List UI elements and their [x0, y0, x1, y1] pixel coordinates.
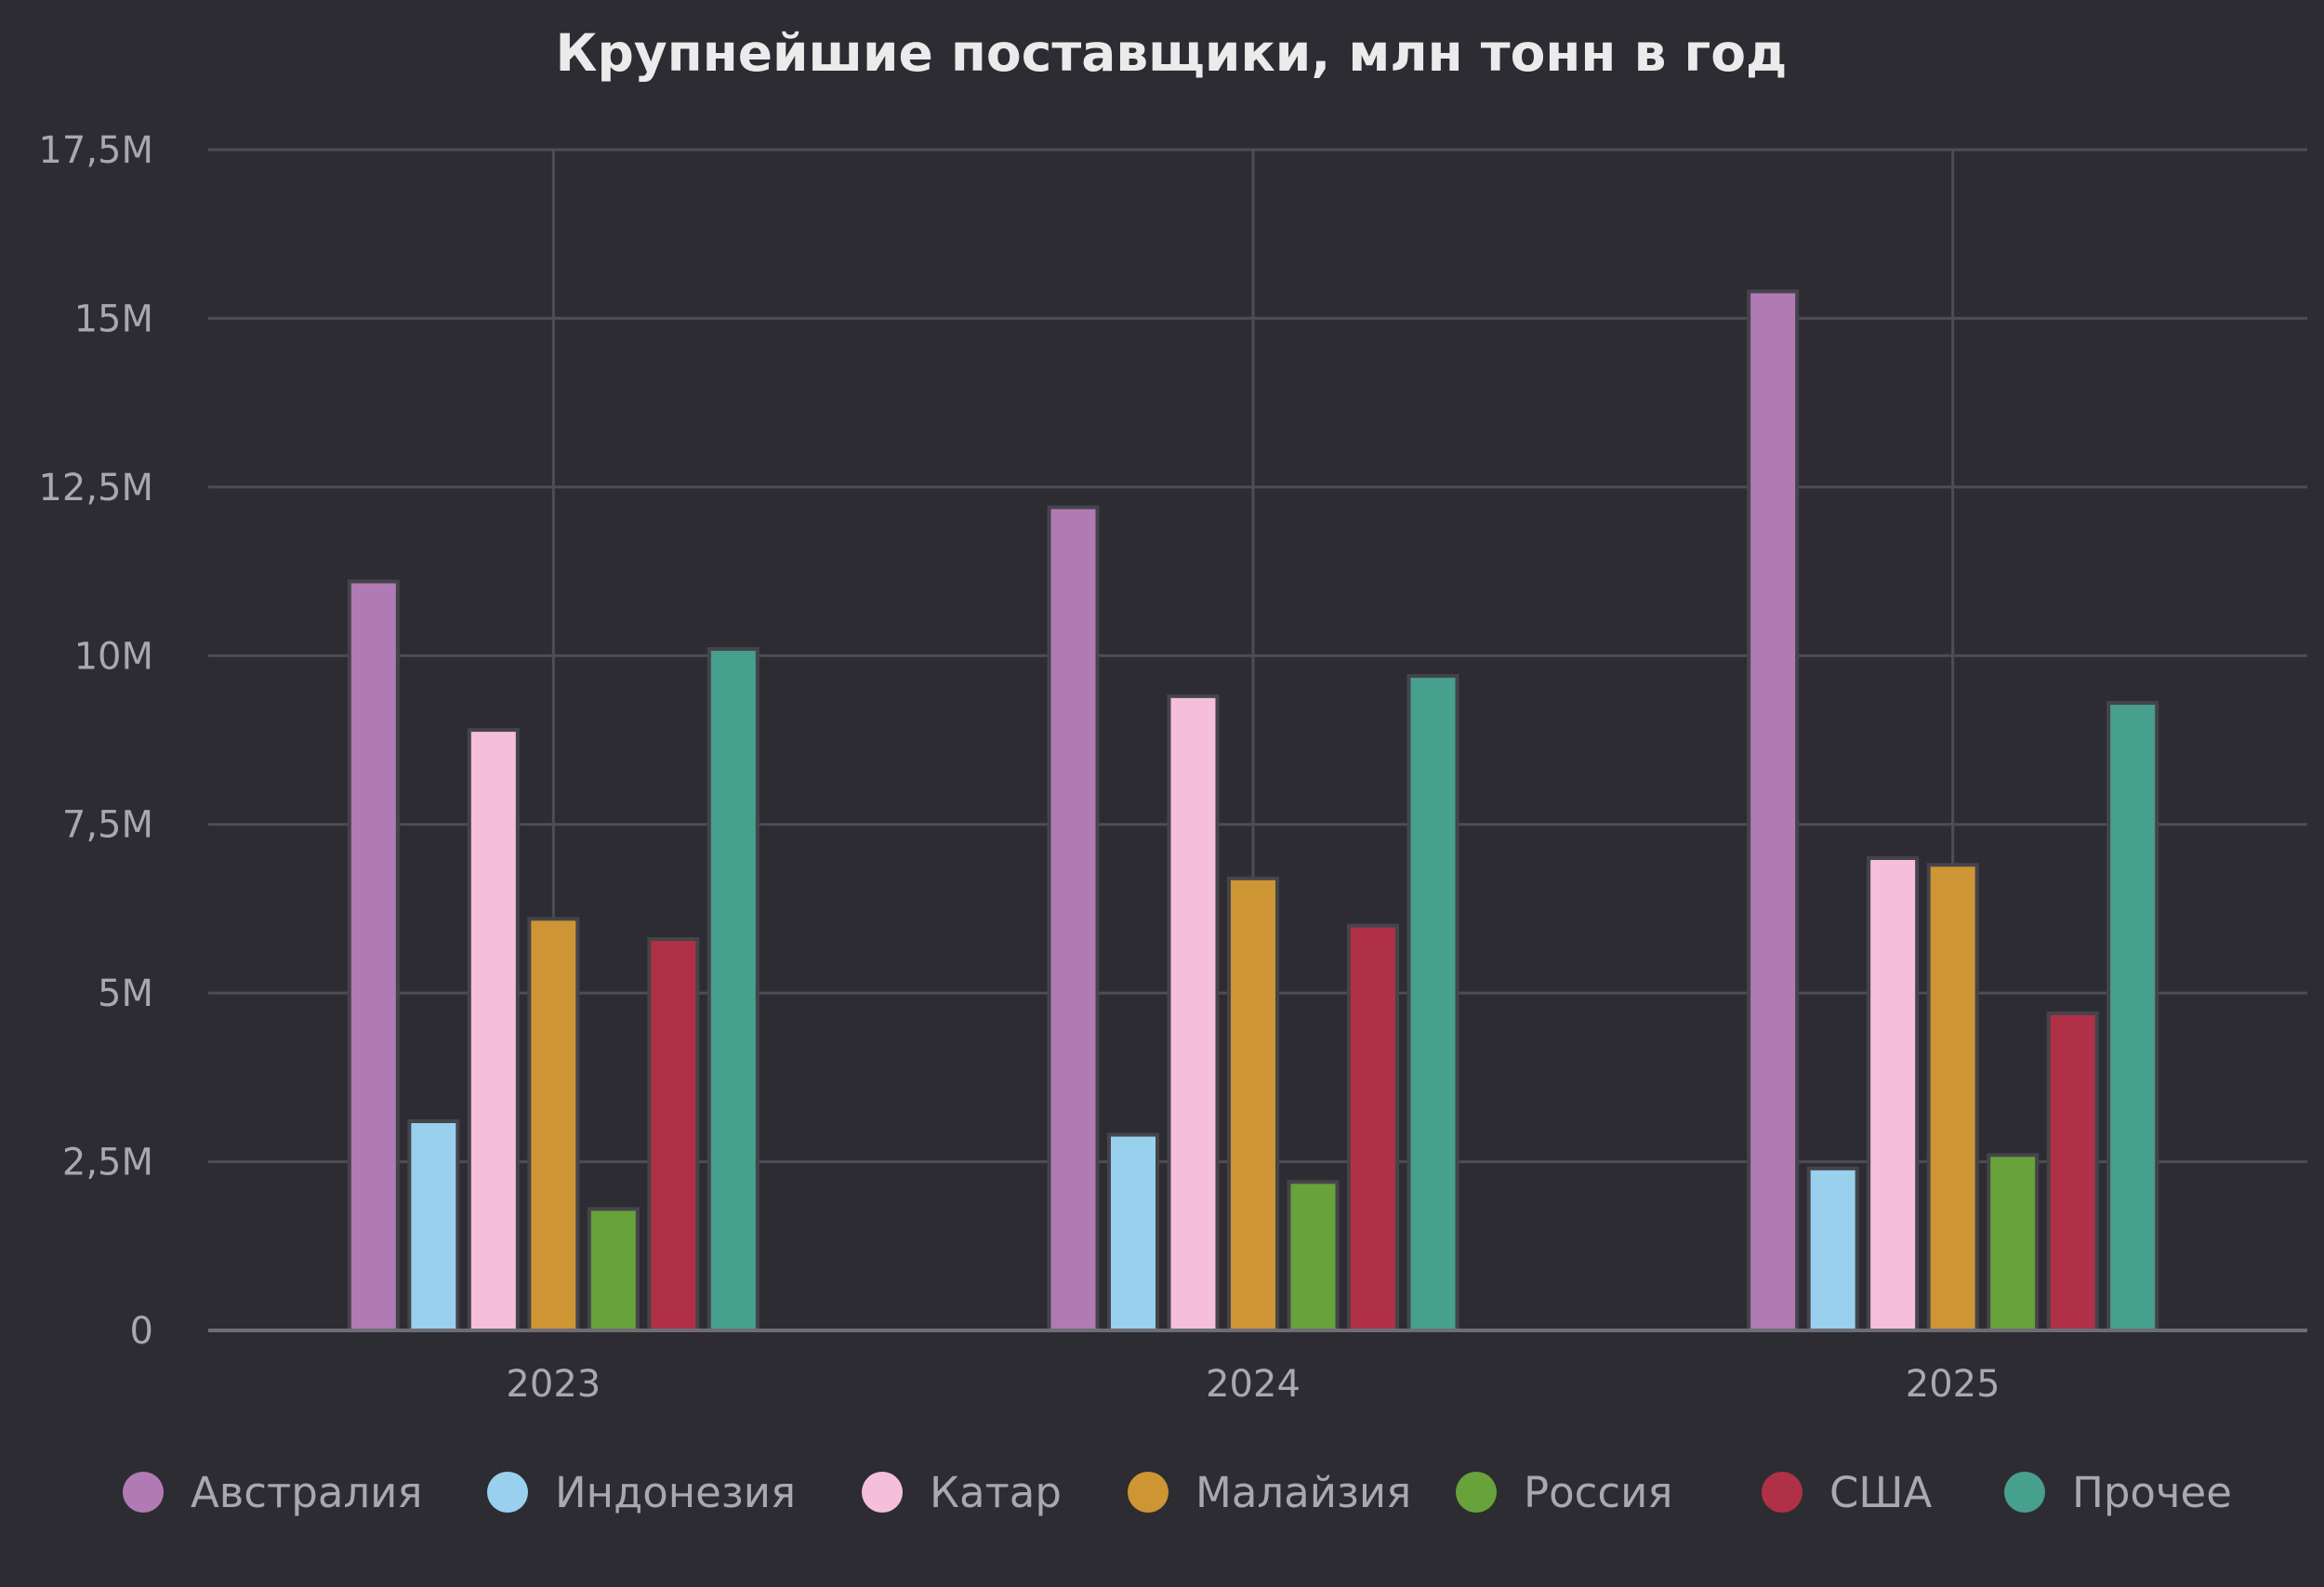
y-tick-label: 15M [74, 298, 153, 340]
y-tick-label: 10M [74, 635, 153, 678]
legend-label: США [1829, 1468, 1933, 1517]
bar-5-2025[interactable] [1987, 1153, 2040, 1333]
x-tick-label: 2025 [1906, 1363, 2000, 1406]
x-tick-label: 2023 [506, 1363, 601, 1406]
bar-7-2025[interactable] [2106, 701, 2159, 1332]
bar-6-2024[interactable] [1347, 923, 1399, 1332]
legend-item-6[interactable]: США [1762, 1468, 1933, 1517]
bar-7-2023[interactable] [706, 647, 759, 1332]
legend-label: Россия [1524, 1468, 1672, 1517]
legend-item-3[interactable]: Катар [862, 1468, 1062, 1517]
legend-label: Индонезия [555, 1468, 796, 1517]
y-tick-label: 12,5M [38, 467, 153, 509]
bar-5-2023[interactable] [587, 1207, 640, 1333]
bar-3-2024[interactable] [1167, 694, 1220, 1332]
bar-5-2024[interactable] [1287, 1180, 1340, 1333]
bar-2-2025[interactable] [1806, 1166, 1859, 1333]
legend-swatch [1762, 1472, 1802, 1513]
axes: 0 2,5M 5M 7,5M 10M 12,5M 15M 17,5M 2023 2024 2025 [38, 129, 2307, 1406]
legend-item-7[interactable]: Прочее [2004, 1468, 2232, 1517]
bar-2-2024[interactable] [1107, 1132, 1159, 1332]
bar-1-2025[interactable] [1747, 289, 1800, 1332]
bar-3-2023[interactable] [467, 728, 520, 1332]
legend-label: Прочее [2072, 1468, 2232, 1517]
bar-1-2024[interactable] [1047, 505, 1100, 1332]
legend: Австралия Индонезия Катар Малайзия Россия США… [123, 1468, 2232, 1517]
legend-label: Катар [930, 1468, 1062, 1517]
y-tick-label: 0 [130, 1310, 153, 1353]
y-tick-label: 17,5M [38, 129, 153, 172]
bar-3-2025[interactable] [1867, 856, 1920, 1332]
bar-7-2024[interactable] [1406, 674, 1459, 1332]
legend-swatch [487, 1472, 528, 1513]
x-tick-label: 2024 [1206, 1363, 1301, 1406]
legend-swatch [2004, 1472, 2045, 1513]
bar-1-2023[interactable] [347, 579, 400, 1332]
bar-6-2025[interactable] [2046, 1011, 2099, 1333]
y-tick-label: 5M [98, 972, 153, 1015]
legend-item-1[interactable]: Австралия [123, 1468, 422, 1517]
bar-4-2024[interactable] [1227, 876, 1279, 1332]
legend-item-4[interactable]: Малайзия [1128, 1468, 1411, 1517]
y-tick-label: 7,5M [62, 804, 153, 847]
legend-swatch [1128, 1472, 1169, 1513]
legend-label: Малайзия [1195, 1468, 1411, 1517]
legend-item-2[interactable]: Индонезия [487, 1468, 796, 1517]
legend-label: Австралия [191, 1468, 422, 1517]
bar-4-2023[interactable] [527, 917, 580, 1332]
legend-item-5[interactable]: Россия [1456, 1468, 1672, 1517]
chart-title: Крупнейшие поставщики, млн тонн в год [556, 23, 1788, 83]
legend-swatch [862, 1472, 903, 1513]
legend-swatch [123, 1472, 164, 1513]
y-tick-label: 2,5M [62, 1142, 153, 1184]
bar-2-2023[interactable] [407, 1119, 460, 1332]
bar-4-2025[interactable] [1926, 863, 1979, 1332]
bar-6-2023[interactable] [647, 937, 700, 1332]
legend-swatch [1456, 1472, 1497, 1513]
